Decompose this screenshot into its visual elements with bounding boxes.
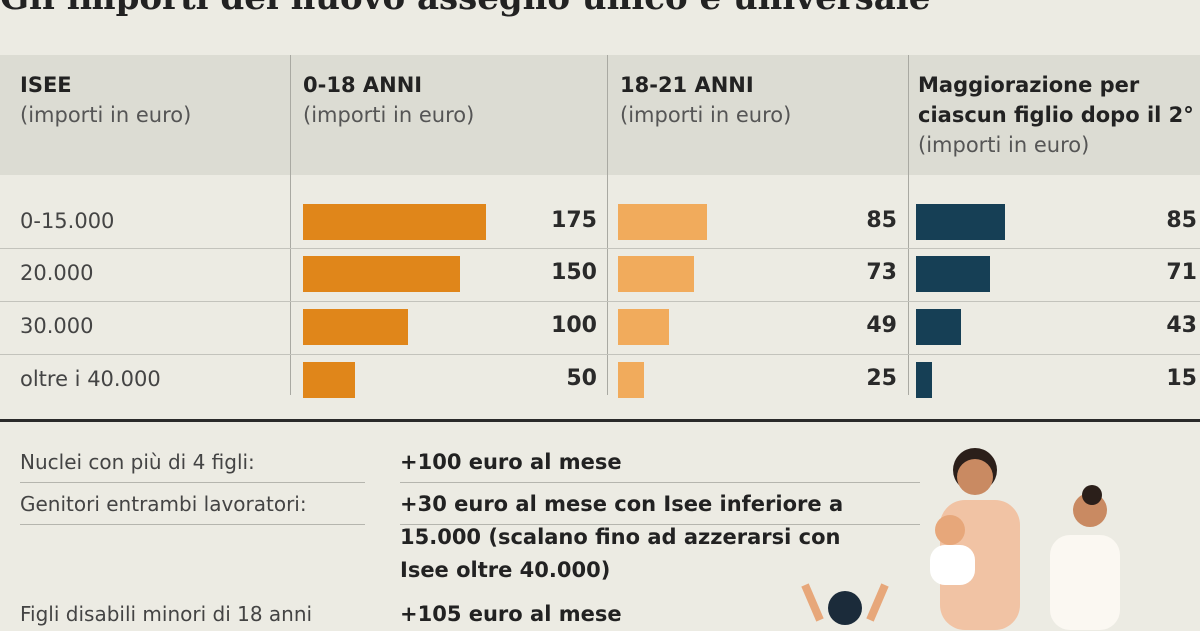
bar: [303, 309, 408, 345]
row-separator: [0, 301, 1200, 302]
note-label: Figli disabili minori di 18 anni: [20, 602, 313, 626]
value-label: 71: [1166, 260, 1197, 285]
title: Gli importi del nuovo assegno unico e un…: [0, 0, 930, 18]
bar: [303, 204, 486, 240]
note-text: +105 euro al mese: [400, 602, 622, 626]
bar: [303, 362, 356, 398]
row-label: oltre i 40.000: [20, 367, 161, 391]
bar: [618, 309, 670, 345]
row-label: 20.000: [20, 261, 94, 285]
header-band: [0, 55, 1200, 175]
value-label: 49: [866, 313, 897, 338]
bar: [916, 256, 991, 292]
column-separator: [290, 55, 291, 395]
value-label: 175: [551, 208, 597, 233]
bar: [916, 204, 1005, 240]
note-label: Genitori entrambi lavoratori:: [20, 492, 307, 516]
bar: [618, 362, 645, 398]
column-header: 18-21 ANNI (importi in euro): [620, 70, 900, 130]
note-label: Nuclei con più di 4 figli:: [20, 450, 255, 474]
note-separator: [20, 524, 365, 525]
bar: [303, 256, 460, 292]
row-separator: [0, 354, 1200, 355]
bar: [618, 256, 695, 292]
value-label: 15: [1166, 366, 1197, 391]
bar: [916, 362, 932, 398]
note-separator: [400, 524, 920, 525]
column-unit: (importi in euro): [20, 103, 192, 127]
value-label: 50: [566, 366, 597, 391]
column-separator: [607, 55, 608, 395]
divider: [0, 419, 1200, 422]
value-label: 43: [1166, 313, 1197, 338]
column-label: 18-21 ANNI: [620, 73, 754, 97]
column-header: 0-18 ANNI (importi in euro): [303, 70, 603, 130]
column-header: ISEE (importi in euro): [20, 70, 280, 130]
family-illustration: [930, 448, 1120, 630]
column-separator: [908, 55, 909, 395]
column-label: 0-18 ANNI: [303, 73, 423, 97]
note-text: +30 euro al mese con Isee inferiore a 15…: [400, 492, 844, 582]
value-label: 100: [551, 313, 597, 338]
child-illustration: [801, 583, 889, 625]
note-text: +100 euro al mese: [400, 450, 622, 474]
value-label: 150: [551, 260, 597, 285]
bar: [618, 204, 707, 240]
row-separator: [0, 248, 1200, 249]
row-label: 0-15.000: [20, 209, 115, 233]
column-unit: (importi in euro): [620, 103, 792, 127]
row-label: 30.000: [20, 314, 94, 338]
column-unit: (importi in euro): [303, 103, 475, 127]
column-unit: (importi in euro): [918, 133, 1090, 157]
note-separator: [400, 482, 920, 483]
note-separator: [20, 482, 365, 483]
column-header: Maggiorazione per ciascun figlio dopo il…: [918, 70, 1200, 160]
bar: [916, 309, 961, 345]
value-label: 25: [866, 366, 897, 391]
value-label: 85: [1166, 208, 1197, 233]
column-label: Maggiorazione per ciascun figlio dopo il…: [918, 73, 1194, 127]
value-label: 73: [866, 260, 897, 285]
column-label: ISEE: [20, 73, 72, 97]
value-label: 85: [866, 208, 897, 233]
